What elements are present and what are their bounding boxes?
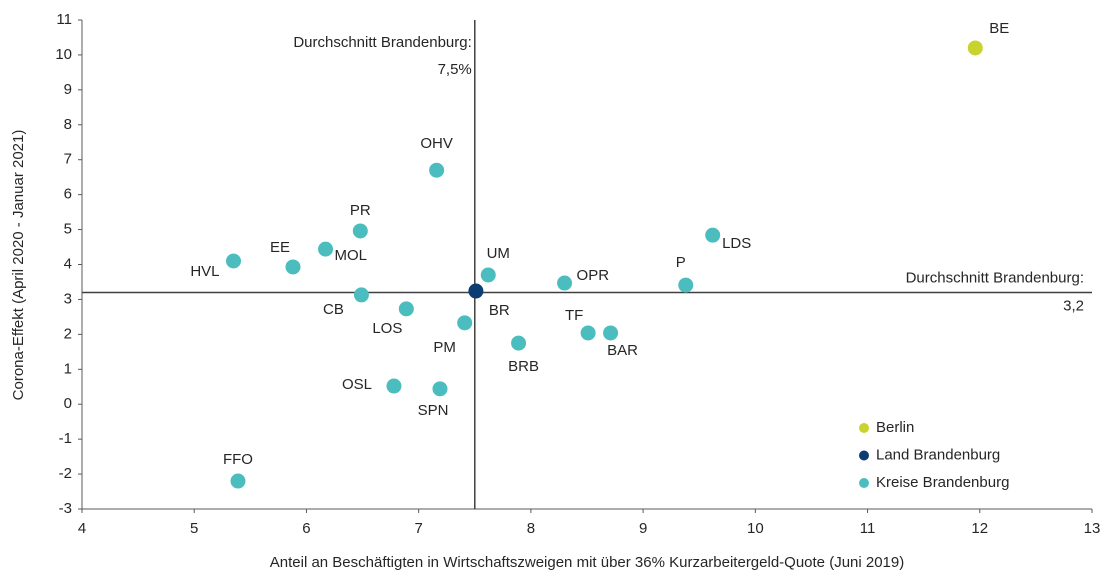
x-tick-label: 12 [971,520,988,537]
legend-label: Kreise Brandenburg [876,474,1009,491]
x-tick-label: 5 [190,520,198,537]
point [318,241,334,257]
legend-marker [859,450,869,461]
y-tick-label: 11 [56,11,72,28]
point [457,315,473,331]
point [468,283,484,299]
y-tick-label: -3 [59,500,72,517]
x-tick-label: 4 [78,520,86,537]
point-label: CB [323,301,344,318]
point-label: OPR [577,267,610,284]
point [557,275,573,291]
y-tick-label: -1 [59,430,72,447]
legend-marker [859,478,869,488]
point-label: FFO [223,451,253,468]
point [352,223,368,239]
y-tick-label: 4 [64,255,72,272]
y-axis-label: Corona-Effekt (April 2020 - Januar 2021) [10,130,27,401]
y-tick-label: 7 [64,151,72,168]
y-tick-label: 9 [64,81,72,98]
point-label: EE [270,239,290,256]
x-tick-label: 10 [747,520,764,537]
y-tick-label: 3 [64,290,72,307]
point [398,301,414,317]
x-tick-label: 8 [527,520,535,537]
y-tick-label: 10 [55,46,72,63]
y-tick-label: 5 [64,221,72,238]
point [603,325,619,341]
reference-label: 3,2 [1063,297,1084,314]
point [511,335,527,351]
x-tick-label: 13 [1084,520,1101,537]
reference-label: 7,5% [438,61,472,78]
point [353,287,369,303]
point [386,378,402,394]
point-label: UM [487,245,510,262]
point [580,325,596,341]
point-label: OSL [342,376,372,393]
point-label: P [676,254,686,271]
point [226,253,241,269]
point [432,381,448,397]
point-label: LOS [372,320,402,337]
y-tick-label: 8 [64,116,72,133]
point-label: SPN [418,402,449,419]
point-label: BR [489,302,510,319]
x-tick-label: 11 [860,520,876,537]
point [285,259,301,275]
y-tick-label: -2 [59,465,72,482]
x-axis-label: Anteil an Beschäftigten in Wirtschaftszw… [270,554,905,571]
point-label: BRB [508,358,539,375]
y-tick-label: 1 [64,360,72,377]
y-tick-label: 2 [64,325,72,342]
legend-label: Land Brandenburg [876,446,1000,463]
point-label: PM [433,339,456,356]
point-label: PR [350,202,371,219]
reference-text: Durchschnitt Brandenburg: [293,34,471,51]
point-label: OHV [420,135,453,152]
y-tick-label: 6 [64,186,72,203]
point-label: MOL [335,247,368,264]
point [429,162,445,178]
point [230,473,246,489]
point-label: HVL [190,263,219,280]
point-label: BE [989,20,1009,37]
point [678,277,694,293]
point-label: BAR [607,342,638,359]
point [967,40,983,56]
point-label: TF [565,307,583,324]
reference-text: Durchschnitt Brandenburg: [906,269,1084,286]
legend-label: Berlin [876,419,914,436]
point [705,227,721,243]
point-label: LDS [722,235,751,252]
x-tick-label: 6 [302,520,310,537]
legend-marker [859,423,869,433]
point [480,267,496,283]
x-tick-label: 7 [414,520,422,537]
x-tick-label: 9 [639,520,647,537]
y-tick-label: 0 [64,395,72,412]
